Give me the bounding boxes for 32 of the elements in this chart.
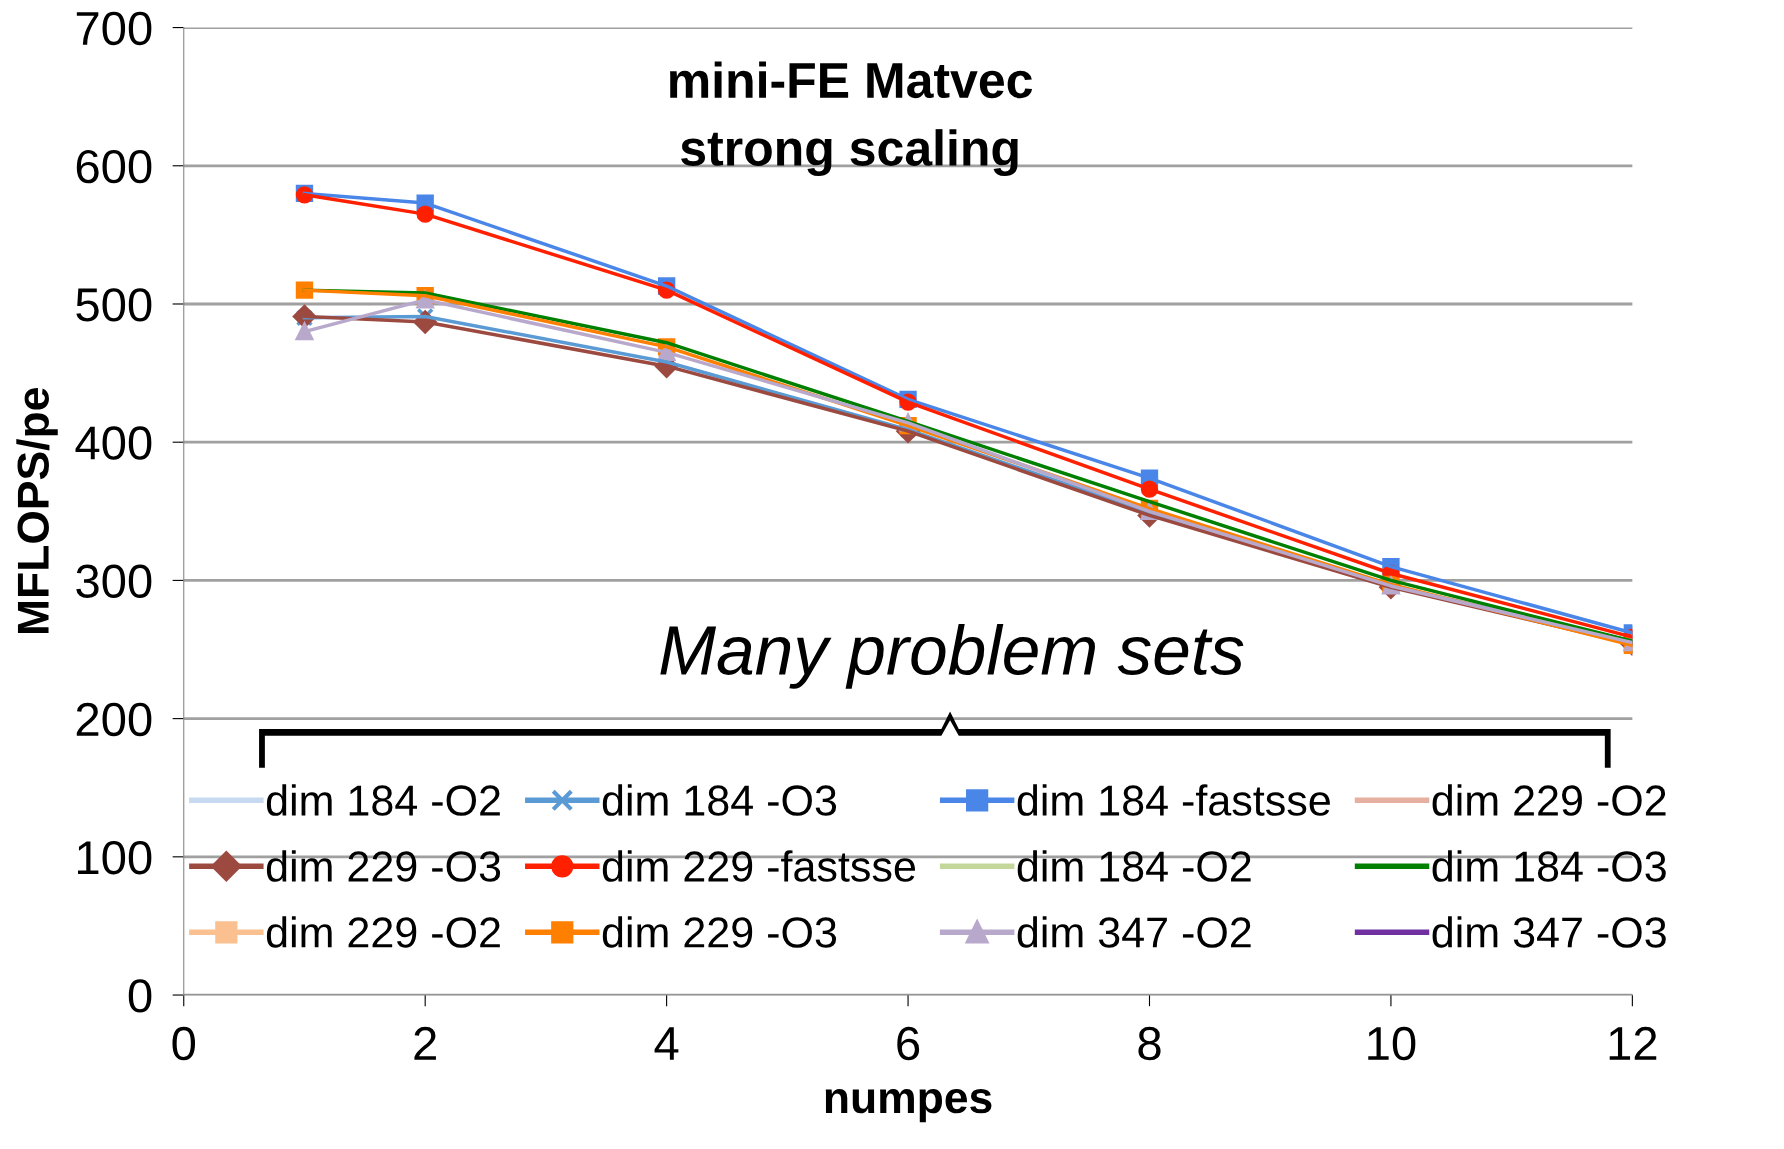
x-tick-label: 8 — [1138, 1026, 1161, 1061]
legend-label: dim 347 -O2 — [1017, 916, 1251, 948]
y-tick-label: 500 — [76, 288, 152, 322]
x-tick-label: 12 — [1609, 1026, 1657, 1060]
y-axis-title: MFLOPS/pe — [16, 388, 58, 634]
y-tick-label: 200 — [76, 702, 152, 737]
x-tick-label: 2 — [414, 1026, 436, 1060]
x-axis-title: numpes — [825, 1088, 992, 1123]
y-tick-label: 400 — [75, 426, 152, 460]
x-tick-label: 0 — [172, 1026, 196, 1061]
legend-label: dim 184 -O2 — [266, 784, 500, 816]
y-tick-label: 100 — [78, 840, 152, 875]
legend-label: dim 229 -O2 — [1432, 784, 1666, 816]
legend-label: dim 184 -fastsse — [1017, 784, 1330, 816]
legend-label: dim 184 -O3 — [602, 784, 837, 816]
y-tick-label: 600 — [76, 149, 152, 184]
x-tick-label: 6 — [897, 1026, 920, 1061]
text: mini-FE Matvec — [670, 61, 1033, 99]
y-tick-label: 0 — [128, 979, 152, 1013]
legend-label: dim 229 -O3 — [266, 850, 501, 882]
annotation: Many problem sets — [660, 624, 1244, 689]
y-tick-label: 300 — [76, 564, 152, 598]
legend-label: dim 229 -O3 — [602, 916, 837, 948]
legend-label: dim 347 -O3 — [1432, 916, 1666, 948]
legend-label: dim 229 -O2 — [266, 916, 500, 948]
text: strong scaling — [681, 129, 1018, 176]
x-tick-label: 4 — [654, 1027, 679, 1060]
legend-label: dim 184 -O3 — [1432, 850, 1666, 882]
legend-label: dim 184 -O2 — [1017, 850, 1251, 882]
x-tick-label: 10 — [1368, 1026, 1416, 1061]
legend-label: dim 229 -fastsse — [602, 850, 915, 882]
y-tick-label: 700 — [76, 11, 152, 46]
